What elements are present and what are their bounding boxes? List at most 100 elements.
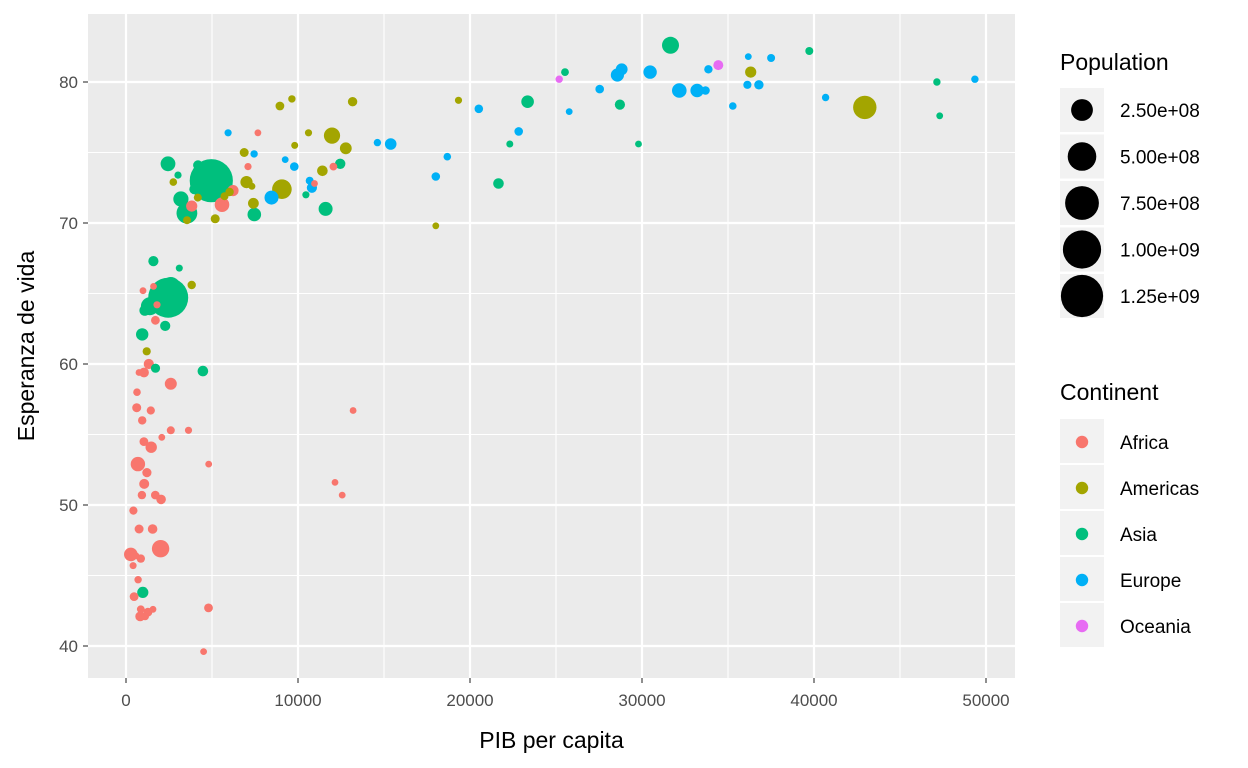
plot-panel <box>88 14 1015 678</box>
x-tick-label: 50000 <box>962 691 1009 710</box>
x-tick-label: 0 <box>121 691 130 710</box>
data-point-europe <box>474 104 484 114</box>
data-point-asia <box>521 95 534 108</box>
data-point-europe <box>595 84 604 94</box>
data-point-africa <box>150 283 157 290</box>
data-point-africa <box>129 562 137 570</box>
data-point-europe <box>672 83 687 98</box>
data-point-europe <box>729 102 737 110</box>
data-point-asia <box>936 112 944 120</box>
y-tick-label: 60 <box>59 355 78 374</box>
data-point-africa <box>151 540 170 558</box>
data-point-asia <box>160 320 171 331</box>
data-point-americas <box>275 101 285 111</box>
x-tick-label: 10000 <box>274 691 321 710</box>
data-point-americas <box>454 96 463 104</box>
data-point-americas <box>339 142 352 155</box>
data-point-africa <box>130 456 146 472</box>
grid-lines <box>88 14 1015 678</box>
continent-legend-label: Africa <box>1120 433 1169 454</box>
data-point-asia <box>174 171 182 179</box>
legend-color-swatch <box>1075 435 1089 449</box>
continent-legend-label: Oceania <box>1120 617 1191 638</box>
continent-legend-label: Americas <box>1120 479 1199 500</box>
data-point-europe <box>704 65 713 74</box>
data-point-asia <box>136 328 149 341</box>
data-point-americas <box>169 178 178 186</box>
data-point-asia <box>561 68 569 76</box>
data-point-americas <box>317 165 328 177</box>
data-point-europe <box>281 156 289 164</box>
data-point-americas <box>432 222 440 230</box>
data-point-africa <box>134 524 144 534</box>
data-point-europe <box>565 108 573 115</box>
data-point-asia <box>150 363 161 373</box>
data-point-americas <box>291 141 299 149</box>
legend-size-swatch <box>1071 99 1093 121</box>
data-point-europe <box>514 127 523 136</box>
data-point-africa <box>166 426 175 435</box>
data-point-asia <box>189 184 200 195</box>
data-point-europe <box>224 129 232 137</box>
data-point-asia <box>662 36 679 54</box>
continent-legend-label: Asia <box>1120 525 1157 546</box>
data-point-africa <box>139 367 149 378</box>
population-legend-label: 1.25e+09 <box>1120 287 1200 308</box>
data-point-africa <box>158 433 166 441</box>
y-axis-title: Esperanza de vida <box>13 251 39 442</box>
x-tick-label: 20000 <box>446 691 493 710</box>
data-point-africa <box>129 506 138 515</box>
data-point-africa <box>136 605 145 614</box>
data-point-africa <box>141 612 150 621</box>
data-point-africa <box>349 407 357 414</box>
data-point-europe <box>693 86 701 95</box>
data-point-africa <box>129 592 139 601</box>
y-tick-label: 50 <box>59 496 78 515</box>
data-point-europe <box>431 172 441 181</box>
legend-color-swatch <box>1075 527 1089 541</box>
data-point-asia <box>318 201 333 216</box>
population-legend-label: 1.00e+09 <box>1120 241 1200 262</box>
data-point-asia <box>175 264 183 272</box>
data-point-americas <box>745 66 757 78</box>
continent-legend: Continent Africa Americas Asia Europe Oceani… <box>1060 379 1199 647</box>
data-point-africa <box>132 403 142 413</box>
data-point-africa <box>138 416 147 425</box>
data-point-asia <box>197 365 209 377</box>
data-point-africa <box>137 490 147 500</box>
data-point-americas <box>187 280 196 290</box>
data-point-asia <box>193 160 203 171</box>
data-point-asia <box>635 140 642 148</box>
data-point-africa <box>151 490 160 500</box>
data-point-africa <box>331 479 339 486</box>
population-legend-label: 5.00e+08 <box>1120 148 1200 169</box>
data-point-asia <box>161 277 181 296</box>
data-point-europe <box>821 93 830 102</box>
data-point-europe <box>701 86 710 95</box>
data-point-americas <box>239 148 249 157</box>
data-point-africa <box>151 315 160 325</box>
data-point-americas <box>210 214 220 224</box>
data-point-africa <box>184 426 193 434</box>
y-axis: 40 50 60 70 80 <box>59 73 88 656</box>
data-point-europe <box>373 138 382 147</box>
data-point-africa <box>214 197 230 212</box>
data-point-europe <box>744 53 752 60</box>
population-legend-label: 7.50e+08 <box>1120 194 1200 215</box>
population-legend-label: 2.50e+08 <box>1120 101 1200 122</box>
data-point-africa <box>146 406 155 415</box>
data-point-americas <box>220 192 229 201</box>
data-point-americas <box>288 95 296 103</box>
data-point-africa <box>244 163 252 171</box>
legend-color-swatch <box>1075 619 1089 633</box>
data-point-asia <box>139 305 151 316</box>
data-point-asia <box>493 178 504 189</box>
data-point-africa <box>205 460 213 468</box>
data-point-africa <box>164 377 177 390</box>
data-point-asia <box>189 159 233 203</box>
data-point-africa <box>186 200 198 212</box>
data-point-americas <box>347 97 358 107</box>
data-point-asia <box>148 256 159 267</box>
legend-color-swatch <box>1075 573 1089 587</box>
